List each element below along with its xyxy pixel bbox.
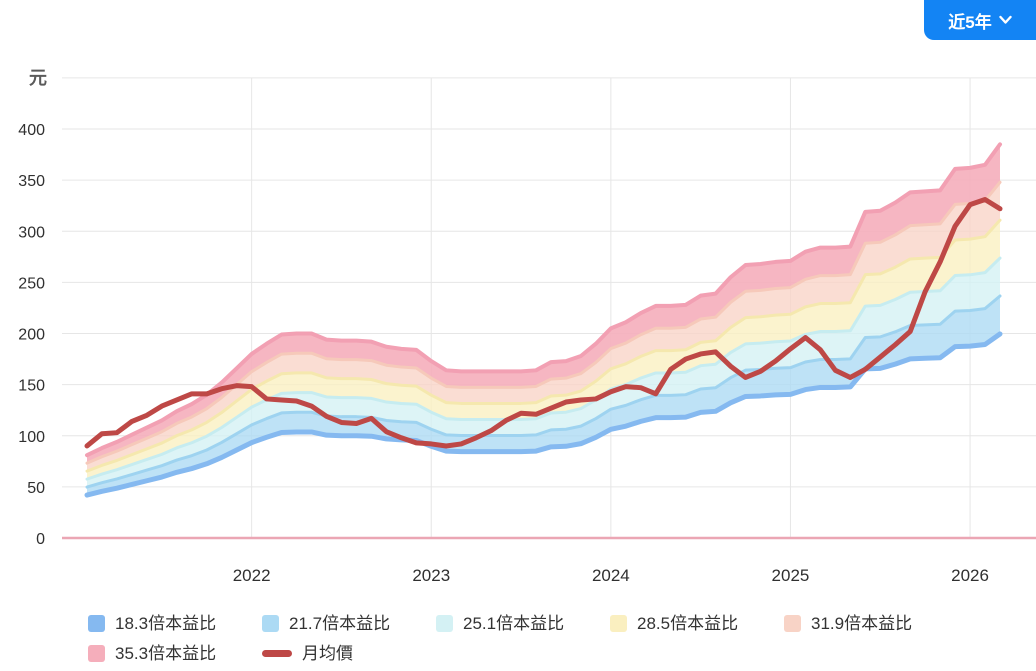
y-tick-label: 300 [18,224,45,241]
pe-line-18.3 [84,331,1003,498]
x-tick-label: 2025 [772,566,810,585]
x-axis-labels: 2022 2023 2024 2025 2026 [233,566,989,585]
y-tick-label: 250 [18,275,45,292]
y-tick-label: 400 [18,122,45,139]
legend-item-21.7倍本益比[interactable]: 21.7倍本益比 [262,612,436,636]
pe-line-25.1 [85,256,1002,481]
legend-color-chip [610,615,627,632]
legend-item-label: 21.7倍本益比 [289,613,391,633]
monthly-average-price-line [84,197,1003,449]
y-tick-label: 50 [27,480,45,497]
y-tick-label: 100 [18,429,45,446]
y-axis-unit: 元 [29,68,47,88]
legend-row-1: 18.3倍本益比 21.7倍本益比 25.1倍本益比 28.5倍本益比 31.9倍本益比 [88,611,1028,636]
pe-line-35.3 [85,142,1002,458]
x-tick-label: 2024 [592,566,630,585]
legend-item-label: 月均價 [302,643,353,663]
y-tick-label: 150 [18,378,45,395]
chart-legend: 18.3倍本益比 21.7倍本益比 25.1倍本益比 28.5倍本益比 31.9倍本益比… [88,611,1028,671]
legend-item-18.3倍本益比[interactable]: 18.3倍本益比 [88,612,262,636]
grid [62,77,1036,538]
legend-item-35.3倍本益比[interactable]: 35.3倍本益比 [88,642,262,666]
x-tick-label: 2022 [233,566,271,585]
pe-river-chart: 元 400 350 300 250 200 150 100 50 0 2022 2023 2024 202… [18,68,1036,585]
legend-color-chip [436,615,453,632]
period-selector-button[interactable]: 近5年 [924,0,1036,40]
price-line-marker [262,650,292,657]
legend-item-label: 31.9倍本益比 [811,613,913,633]
y-axis-labels: 元 400 350 300 250 200 150 100 50 0 [18,68,47,548]
legend-item-28.5倍本益比[interactable]: 28.5倍本益比 [610,612,784,636]
legend-color-chip [88,615,105,632]
legend-item-月均價[interactable]: 月均價 [262,642,436,666]
legend-item-label: 18.3倍本益比 [115,613,217,633]
y-tick-label: 200 [18,327,45,344]
legend-color-chip [784,615,801,632]
legend-color-chip [262,615,279,632]
legend-item-label: 25.1倍本益比 [463,613,565,633]
period-label: 近5年 [948,12,992,32]
pe-bands [84,142,1003,498]
y-tick-label: 350 [18,173,45,190]
legend-item-label: 35.3倍本益比 [115,643,217,663]
x-tick-label: 2026 [951,566,989,585]
pe-line-31.9 [85,180,1002,465]
chevron-down-icon [999,15,1012,24]
y-tick-label: 0 [36,531,45,548]
legend-color-chip [88,645,105,662]
pe-line-21.7 [85,294,1002,489]
x-tick-label: 2023 [412,566,450,585]
legend-item-25.1倍本益比[interactable]: 25.1倍本益比 [436,612,610,636]
legend-item-label: 28.5倍本益比 [637,613,739,633]
legend-item-31.9倍本益比[interactable]: 31.9倍本益比 [784,612,958,636]
legend-row-2: 35.3倍本益比 月均價 [88,641,1028,666]
pe-line-28.5 [85,218,1002,473]
